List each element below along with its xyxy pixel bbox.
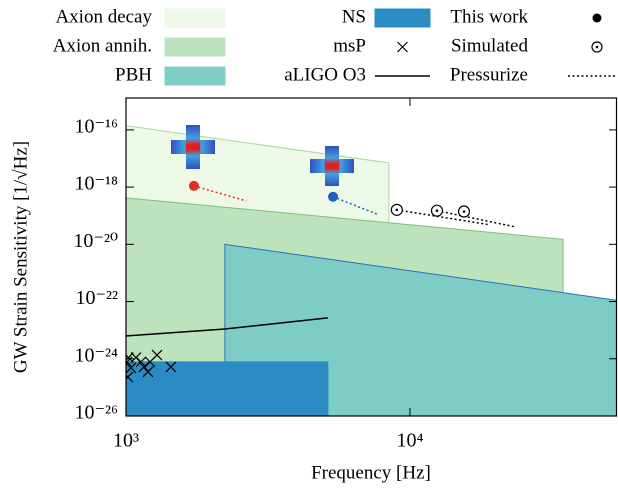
legend-label: aLIGO O3	[284, 64, 366, 85]
marker	[328, 191, 339, 202]
legend-label: Pressurize	[450, 64, 528, 85]
y-tick-label: 10⁻¹⁸	[74, 173, 118, 195]
marker	[126, 362, 137, 374]
x-tick-label: 10⁴	[396, 430, 423, 452]
marker	[165, 361, 177, 373]
marker-center	[435, 209, 439, 212]
marker	[126, 352, 134, 364]
marker	[390, 203, 403, 216]
y-tick-label: 10⁻²⁴	[74, 344, 118, 366]
marker	[142, 366, 154, 378]
line	[436, 209, 515, 228]
x-tick-label: 10³	[113, 430, 139, 452]
legend-label: Axion annih.	[53, 35, 152, 56]
legend-swatch	[164, 8, 226, 28]
plot-area	[126, 125, 617, 416]
axes-frame	[125, 97, 618, 417]
marker-center	[395, 208, 399, 212]
legend-swatch	[397, 41, 408, 53]
legend-label: PBH	[115, 64, 152, 85]
legend-swatch	[592, 13, 602, 23]
line	[396, 209, 491, 226]
cross-icon	[171, 125, 215, 169]
legend-label: msP	[333, 35, 366, 56]
marker	[151, 349, 163, 361]
legend-label: Simulated	[451, 35, 529, 56]
y-tick-label: 10⁻¹⁶	[74, 115, 118, 137]
y-tick-label: 10⁻²⁶	[74, 402, 118, 424]
region	[126, 361, 329, 416]
y-tick-label: 10⁻²²	[75, 287, 118, 309]
marker	[135, 356, 147, 368]
legend-label: NS	[342, 6, 366, 27]
marker	[126, 371, 134, 383]
legend-label: This work	[450, 6, 528, 27]
marker	[138, 361, 150, 373]
line	[126, 317, 328, 337]
legend-label: Axion decay	[55, 6, 152, 27]
marker	[188, 180, 199, 191]
x-axis-label: Frequency [Hz]	[311, 462, 431, 483]
y-tick-label: 10⁻²⁰	[73, 230, 118, 252]
marker	[457, 205, 471, 218]
legend-swatch	[374, 8, 431, 28]
line	[332, 196, 380, 216]
y-axis-label: GW Strain Sensitivity [1/√Hz]	[10, 141, 31, 373]
marker-center	[462, 210, 466, 213]
legend-swatch	[164, 66, 226, 86]
cross-icon	[310, 146, 354, 186]
legend-swatch	[164, 37, 226, 57]
marker	[430, 204, 444, 217]
legend-swatch	[595, 45, 599, 49]
line	[193, 185, 247, 202]
